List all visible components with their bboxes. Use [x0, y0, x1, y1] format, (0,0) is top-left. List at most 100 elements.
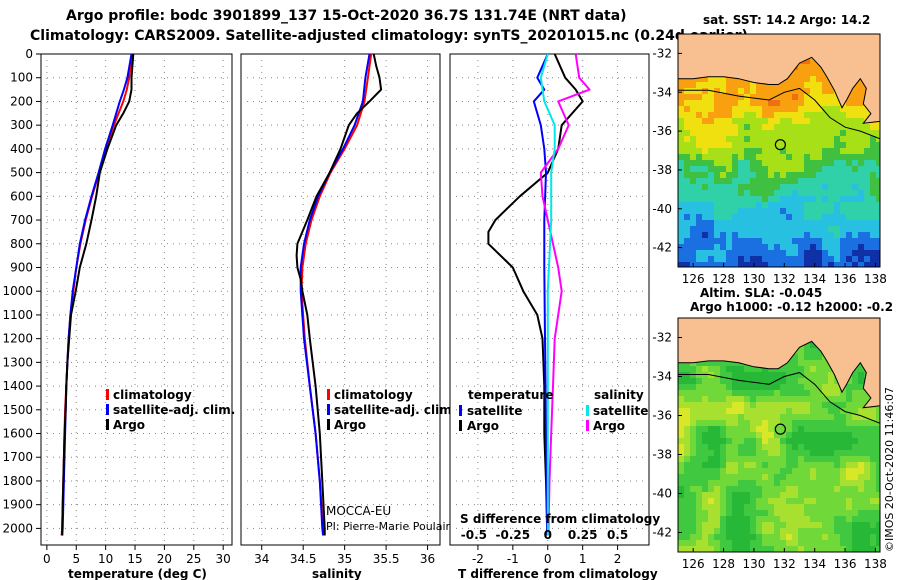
- project-annotation: MOCCA-EU: [326, 504, 391, 518]
- map-lat-label: -42: [652, 241, 672, 255]
- map-cell: [852, 408, 858, 414]
- map-cell: [804, 444, 810, 450]
- map-cell: [714, 426, 720, 432]
- map-cell: [756, 214, 762, 220]
- map-cell: [732, 100, 738, 106]
- map-cell: [810, 444, 816, 450]
- map-cell: [864, 504, 870, 510]
- map-cell: [708, 220, 714, 226]
- map-cell: [840, 522, 846, 528]
- map-cell: [702, 172, 708, 178]
- map-cell: [840, 238, 846, 244]
- map-cell: [870, 432, 876, 438]
- map-cell: [732, 516, 738, 522]
- map-cell: [858, 408, 864, 414]
- map-cell: [708, 444, 714, 450]
- map-cell: [876, 414, 880, 420]
- map-cell: [714, 516, 720, 522]
- map-cell: [852, 516, 858, 522]
- map-cell: [870, 136, 876, 142]
- map-cell: [678, 208, 684, 214]
- map-cell: [822, 94, 828, 100]
- map-cell: [762, 384, 768, 390]
- map-cell: [810, 438, 816, 444]
- map-cell: [798, 426, 804, 432]
- map-cell: [852, 534, 858, 540]
- map-cell: [720, 444, 726, 450]
- map-cell: [684, 408, 690, 414]
- map-cell: [714, 468, 720, 474]
- map-cell: [852, 540, 858, 546]
- map-cell: [864, 250, 870, 256]
- map-cell: [750, 202, 756, 208]
- map-cell: [792, 238, 798, 244]
- map-cell: [798, 220, 804, 226]
- map-cell: [738, 540, 744, 546]
- map-cell: [768, 474, 774, 480]
- map-cell: [870, 534, 876, 540]
- map-cell: [708, 366, 714, 372]
- map-cell: [852, 106, 858, 112]
- map-cell: [870, 450, 876, 456]
- map-cell: [678, 492, 684, 498]
- map-cell: [864, 534, 870, 540]
- map-cell: [774, 238, 780, 244]
- map-cell: [750, 438, 756, 444]
- map-cell: [840, 232, 846, 238]
- map-cell: [708, 124, 714, 130]
- map-cell: [690, 492, 696, 498]
- map-cell: [876, 202, 880, 208]
- map-cell: [702, 136, 708, 142]
- map-cell: [846, 468, 852, 474]
- map-cell: [678, 202, 684, 208]
- map-cell: [846, 456, 852, 462]
- map-cell: [684, 130, 690, 136]
- map-cell: [816, 160, 822, 166]
- map-cell: [846, 202, 852, 208]
- map-cell: [738, 130, 744, 136]
- map-cell: [678, 250, 684, 256]
- map-cell: [756, 420, 762, 426]
- map-cell: [870, 250, 876, 256]
- map-cell: [828, 232, 834, 238]
- map-cell: [846, 498, 852, 504]
- map-cell: [678, 474, 684, 480]
- map-cell: [804, 390, 810, 396]
- map-cell: [708, 420, 714, 426]
- map-cell: [762, 528, 768, 534]
- map-cell: [762, 202, 768, 208]
- map-cell: [750, 432, 756, 438]
- map-cell: [750, 390, 756, 396]
- map-cell: [738, 528, 744, 534]
- legend-swatch: [327, 389, 330, 400]
- map-cell: [798, 262, 804, 267]
- map-cell: [750, 160, 756, 166]
- map-cell: [714, 232, 720, 238]
- map-cell: [696, 402, 702, 408]
- map-cell: [726, 540, 732, 546]
- map-cell: [708, 178, 714, 184]
- map-cell: [684, 142, 690, 148]
- map-cell: [678, 534, 684, 540]
- map-cell: [756, 178, 762, 184]
- map-cell: [690, 184, 696, 190]
- map-cell: [822, 244, 828, 250]
- map-cell: [720, 250, 726, 256]
- map-cell: [762, 504, 768, 510]
- map-cell: [798, 70, 804, 76]
- map-cell: [876, 220, 880, 226]
- map-cell: [780, 474, 786, 480]
- map-cell: [744, 528, 750, 534]
- map-cell: [708, 378, 714, 384]
- map-cell: [792, 540, 798, 546]
- map-cell: [786, 528, 792, 534]
- map-cell: [690, 154, 696, 160]
- map-cell: [876, 432, 880, 438]
- map-cell: [828, 100, 834, 106]
- map-cell: [690, 238, 696, 244]
- map-cell: [708, 498, 714, 504]
- map-cell: [810, 130, 816, 136]
- map-cell: [822, 250, 828, 256]
- map-cell: [720, 510, 726, 516]
